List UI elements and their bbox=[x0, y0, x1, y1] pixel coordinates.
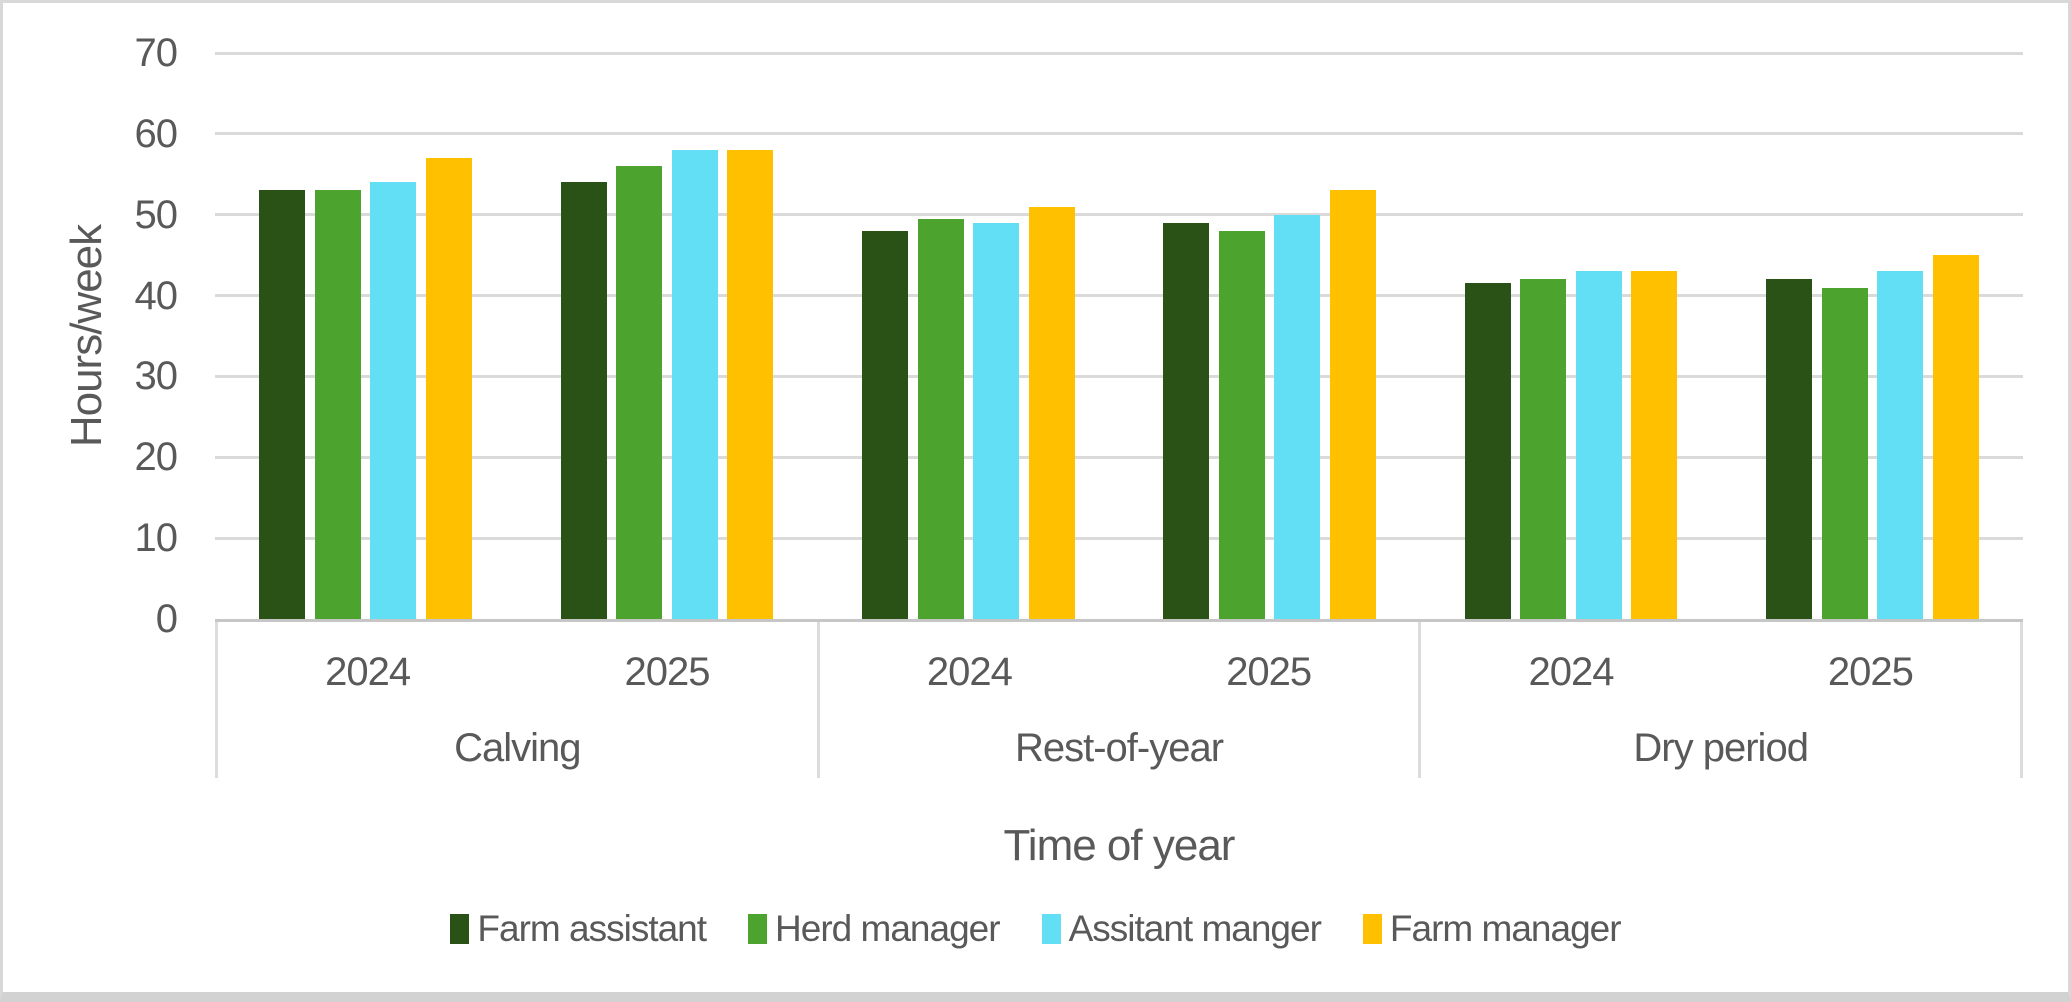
bar-farm-assistant-calving-2024 bbox=[259, 190, 306, 619]
y-tick-label-30: 30 bbox=[134, 354, 179, 399]
y-tick-label-40: 40 bbox=[134, 273, 179, 318]
legend-item-assitant-manger: Assitant manger bbox=[1041, 908, 1322, 950]
gridline-40 bbox=[215, 294, 2023, 298]
bar-assitant-manger-calving-2024 bbox=[370, 182, 417, 619]
legend-label-herd-manager: Herd manager bbox=[775, 908, 1001, 949]
x-axis-line bbox=[215, 619, 2023, 622]
bar-farm-manager-rest-of-year-2024 bbox=[1028, 206, 1075, 619]
y-tick-label-0: 0 bbox=[155, 597, 178, 641]
bar-farm-assistant-dry-period-2024 bbox=[1464, 283, 1511, 619]
year-label-calving-2024: 2024 bbox=[325, 650, 411, 694]
bar-farm-assistant-rest-of-year-2024 bbox=[862, 230, 909, 619]
bar-herd-manager-rest-of-year-2024 bbox=[917, 218, 964, 619]
bar-farm-assistant-calving-2025 bbox=[560, 182, 607, 619]
gridline-60 bbox=[215, 132, 2023, 136]
y-tick-label-50: 50 bbox=[134, 192, 179, 237]
gridline-50 bbox=[215, 213, 2023, 217]
legend-item-herd-manager: Herd manager bbox=[748, 908, 1001, 950]
legend-swatch-farm-assistant-icon bbox=[450, 914, 470, 944]
y-tick-label-10: 10 bbox=[134, 516, 179, 561]
bar-assitant-manger-dry-period-2025 bbox=[1877, 271, 1924, 619]
bar-farm-manager-rest-of-year-2025 bbox=[1329, 190, 1376, 619]
bar-farm-manager-calving-2025 bbox=[727, 150, 774, 619]
bar-herd-manager-calving-2025 bbox=[616, 166, 663, 619]
season-label-calving: Calving bbox=[454, 726, 581, 770]
year-row: 2024 2025 bbox=[1421, 622, 2020, 701]
y-tick-label-70: 70 bbox=[134, 31, 179, 75]
legend-swatch-assitant-manger-icon bbox=[1041, 914, 1061, 944]
year-row: 2024 2025 bbox=[820, 622, 1419, 701]
season-label-rest-of-year: Rest-of-year bbox=[1014, 726, 1224, 770]
year-label-dry-period-2024: 2024 bbox=[1528, 650, 1615, 694]
legend-item-farm-assistant: Farm assistant bbox=[450, 908, 707, 950]
bar-farm-manager-calving-2024 bbox=[425, 158, 472, 619]
bar-assitant-manger-dry-period-2024 bbox=[1575, 271, 1622, 619]
bar-assitant-manger-calving-2025 bbox=[671, 150, 718, 619]
category-group-rest-of-year: 2024 2025 Rest-of-year bbox=[816, 622, 1419, 778]
bar-assitant-manger-rest-of-year-2024 bbox=[973, 222, 1020, 619]
y-tick-label-60: 60 bbox=[134, 111, 179, 156]
bar-herd-manager-dry-period-2024 bbox=[1520, 279, 1567, 619]
legend-item-farm-manager: Farm manager bbox=[1362, 908, 1622, 950]
bar-farm-manager-dry-period-2024 bbox=[1631, 271, 1678, 619]
bar-farm-assistant-dry-period-2025 bbox=[1766, 279, 1813, 619]
y-axis: 0 10 20 30 40 50 60 70 bbox=[3, 3, 179, 992]
bar-farm-assistant-rest-of-year-2025 bbox=[1163, 222, 1210, 619]
bar-herd-manager-rest-of-year-2025 bbox=[1218, 230, 1265, 619]
x-axis-title: Time of year bbox=[1003, 821, 1236, 870]
legend-swatch-herd-manager-icon bbox=[748, 914, 768, 944]
bar-farm-manager-dry-period-2025 bbox=[1932, 255, 1979, 619]
year-row: 2024 2025 bbox=[218, 622, 817, 701]
legend-label-farm-assistant: Farm assistant bbox=[477, 908, 707, 949]
gridline-10 bbox=[215, 536, 2023, 540]
legend-label-assitant-manger: Assitant manger bbox=[1068, 908, 1322, 949]
legend-swatch-farm-manager-icon bbox=[1362, 914, 1382, 944]
category-group-calving: 2024 2025 Calving bbox=[215, 622, 817, 778]
legend-label-farm-manager: Farm manager bbox=[1389, 908, 1622, 949]
bar-assitant-manger-rest-of-year-2025 bbox=[1274, 214, 1321, 619]
year-label-calving-2025: 2025 bbox=[624, 650, 711, 694]
legend: Farm assistant Herd manager Assitant mange… bbox=[3, 908, 2068, 950]
plot-area bbox=[215, 51, 2023, 622]
y-tick-label-20: 20 bbox=[134, 435, 179, 480]
bar-herd-manager-dry-period-2025 bbox=[1821, 287, 1868, 619]
gridline-20 bbox=[215, 455, 2023, 459]
year-label-rest-of-year-2024: 2024 bbox=[926, 650, 1013, 694]
year-label-rest-of-year-2025: 2025 bbox=[1226, 650, 1312, 694]
category-group-dry-period: 2024 2025 Dry period bbox=[1418, 622, 2024, 778]
category-axis-table: 2024 2025 Calving 2024 2025 Rest-of-year 2024 2… bbox=[215, 622, 2024, 778]
year-label-dry-period-2025: 2025 bbox=[1827, 650, 1914, 694]
gridline-70 bbox=[215, 51, 2023, 55]
bar-herd-manager-calving-2024 bbox=[314, 190, 361, 619]
gridline-30 bbox=[215, 374, 2023, 378]
season-label-dry-period: Dry period bbox=[1633, 726, 1809, 770]
